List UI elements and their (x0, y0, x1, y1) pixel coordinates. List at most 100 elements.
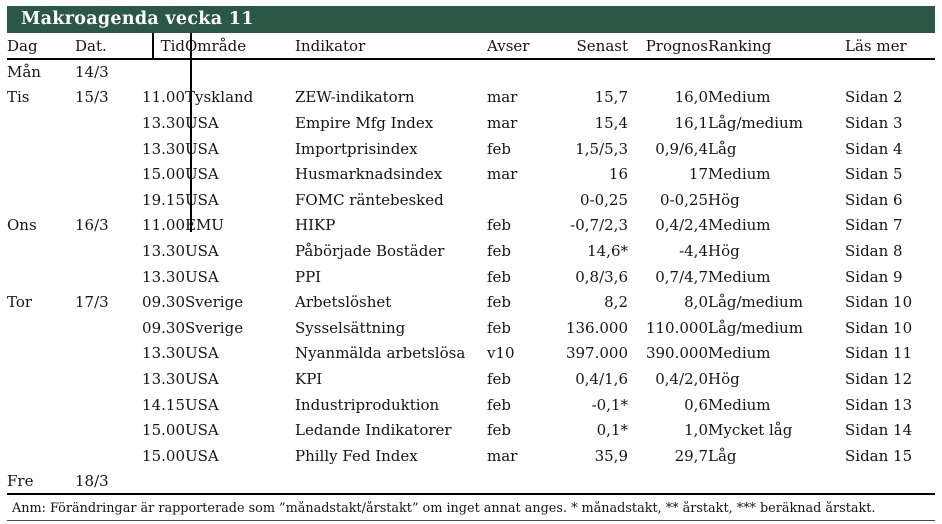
footnote: Anm: Förändringar är rapporterade som ”m… (12, 501, 876, 516)
cell-date: 18/3 (75, 471, 109, 490)
cell-time: 15.00 (142, 421, 185, 440)
cell-day (7, 366, 75, 392)
cell-region: Sverige (185, 318, 244, 337)
cell-ranking: Låg/medium (708, 293, 803, 312)
cell-time: 13.30 (142, 344, 185, 363)
cell-time (138, 469, 185, 495)
cell-time: 13.30 (142, 267, 185, 286)
cell-refers-to: mar (487, 446, 518, 465)
cell-date: 14/3 (75, 63, 109, 82)
cell-time: 09.30 (142, 318, 185, 337)
cell-read-more: Sidan 14 (845, 421, 913, 440)
cell-date (75, 238, 138, 264)
cell-read-more: Sidan 4 (845, 139, 903, 158)
cell-refers-to: feb (487, 369, 512, 388)
cell-latest: 35,9 (594, 446, 628, 465)
table-row: Tis 15/3 11.00 Tyskland ZEW-indikatorn m… (7, 85, 935, 111)
col-header-forecast: Prognos (645, 36, 708, 55)
cell-forecast: 0-0,25 (659, 190, 708, 209)
cell-indicator (295, 59, 487, 85)
cell-region (185, 469, 295, 495)
cell-indicator: Importprisindex (295, 139, 418, 158)
col-header-date: Dat. (75, 36, 107, 55)
table-row: 13.30 USA Påbörjade Bostäder feb 14,6* -… (7, 238, 935, 264)
cell-latest: 15,7 (594, 88, 628, 107)
cell-latest: 0,4/1,6 (575, 369, 628, 388)
cell-region: USA (185, 139, 219, 158)
cell-read-more: Sidan 13 (845, 395, 913, 414)
cell-read-more: Sidan 11 (845, 344, 913, 363)
cell-latest: -0,7/2,3 (570, 216, 628, 235)
cell-forecast: 17 (688, 165, 708, 184)
table-row: 15.00 USA Husmarknadsindex mar 16 17 Med… (7, 161, 935, 187)
cell-region: Sverige (185, 293, 244, 312)
cell-indicator: KPI (295, 369, 323, 388)
cell-refers-to (487, 469, 545, 495)
cell-indicator: Philly Fed Index (295, 446, 418, 465)
cell-read-more (845, 59, 935, 85)
cell-ranking: Låg/medium (708, 318, 803, 337)
cell-time: 13.30 (142, 241, 185, 260)
cell-latest: 0-0,25 (579, 190, 628, 209)
cell-time: 13.30 (142, 139, 185, 158)
cell-forecast (628, 59, 708, 85)
cell-latest: 397.000 (565, 344, 628, 363)
cell-day: Ons (7, 216, 37, 235)
cell-region: USA (185, 165, 219, 184)
cell-indicator: PPI (295, 267, 322, 286)
cell-refers-to: feb (487, 318, 512, 337)
table-row: 19.15 USA FOMC räntebesked 0-0,25 0-0,25… (7, 187, 935, 213)
cell-read-more: Sidan 12 (845, 369, 913, 388)
cell-indicator: Påbörjade Bostäder (295, 241, 445, 260)
cell-read-more (845, 469, 935, 495)
agenda-rows: Mån 14/3 Tis 15/3 11.00 Tyskland ZEW-ind… (7, 59, 935, 494)
cell-region: USA (185, 267, 219, 286)
cell-indicator: HIKP (295, 216, 336, 235)
cell-day (7, 110, 75, 136)
cell-indicator: Industriproduktion (295, 395, 440, 414)
cell-indicator: ZEW-indikatorn (295, 88, 415, 107)
cell-indicator: Arbetslöshet (295, 293, 392, 312)
cell-read-more: Sidan 8 (845, 241, 903, 260)
cell-date (75, 161, 138, 187)
cell-indicator: Empire Mfg Index (295, 113, 434, 132)
cell-ranking: Mycket låg (708, 421, 793, 440)
cell-read-more: Sidan 9 (845, 267, 903, 286)
cell-time: 15.00 (142, 446, 185, 465)
cell-region: Tyskland (185, 88, 254, 107)
cell-region: USA (185, 190, 219, 209)
cell-ranking (708, 469, 845, 495)
cell-ranking: Låg (708, 139, 737, 158)
cell-latest: 16 (608, 165, 628, 184)
col-header-time: Tid (160, 36, 185, 55)
table-row: 13.30 USA KPI feb 0,4/1,6 0,4/2,0 Hög Si… (7, 366, 935, 392)
cell-indicator: Sysselsättning (295, 318, 406, 337)
col-header-day: Dag (7, 36, 38, 55)
cell-read-more: Sidan 10 (845, 318, 913, 337)
cell-ranking: Hög (708, 241, 740, 260)
cell-day (7, 443, 75, 469)
cell-date (75, 264, 138, 290)
cell-ranking: Medium (708, 165, 771, 184)
cell-refers-to (487, 59, 545, 85)
col-header-ranking: Ranking (708, 36, 772, 55)
title-bar: Makroagenda vecka 11 (7, 6, 935, 33)
cell-day (7, 238, 75, 264)
cell-date: 16/3 (75, 216, 109, 235)
cell-refers-to (487, 187, 545, 213)
table-row: 13.30 USA Empire Mfg Index mar 15,4 16,1… (7, 110, 935, 136)
cell-date (75, 136, 138, 162)
cell-day (7, 392, 75, 418)
cell-ranking: Medium (708, 216, 771, 235)
cell-ranking: Låg (708, 446, 737, 465)
cell-region: EMU (185, 216, 224, 235)
cell-region: USA (185, 344, 219, 363)
cell-read-more: Sidan 5 (845, 165, 903, 184)
cell-read-more: Sidan 2 (845, 88, 903, 107)
cell-ranking: Medium (708, 395, 771, 414)
table-row: 09.30 Sverige Sysselsättning feb 136.000… (7, 315, 935, 341)
cell-day (7, 341, 75, 367)
cell-refers-to: feb (487, 293, 512, 312)
cell-region: USA (185, 241, 219, 260)
cell-latest: 8,2 (604, 293, 628, 312)
